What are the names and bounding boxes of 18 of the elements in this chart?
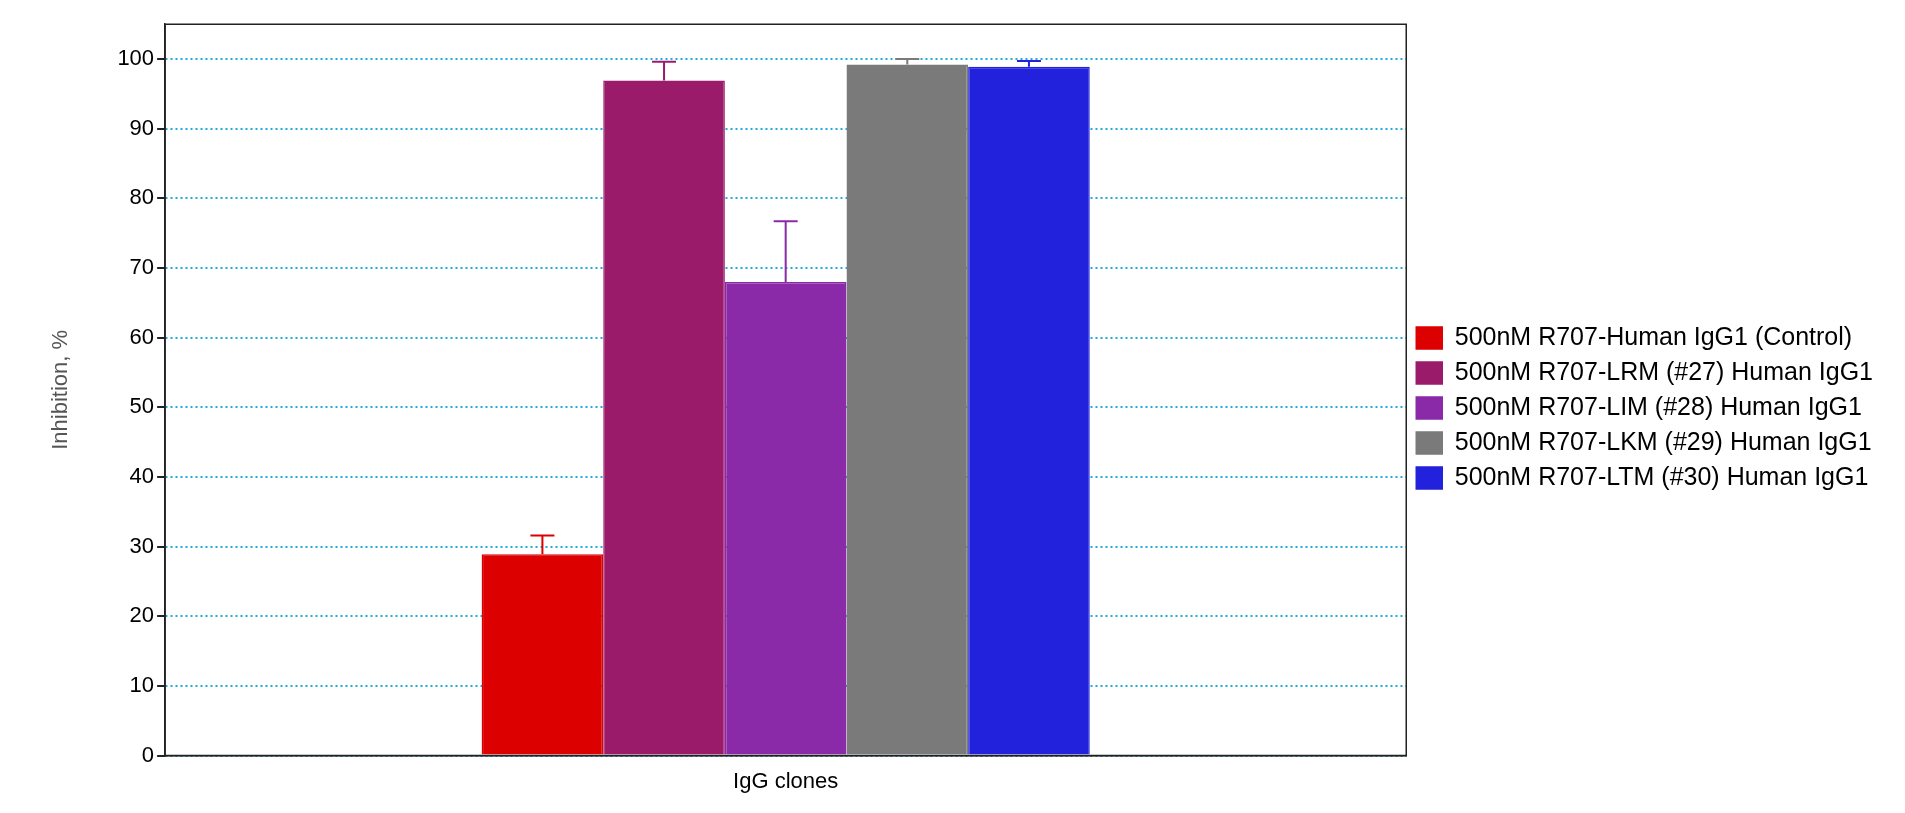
legend-label: 500nM R707-LKM (#29) Human IgG1 <box>1454 426 1872 455</box>
y-tick-label: 60 <box>129 323 155 349</box>
y-tick-label: 90 <box>129 114 155 140</box>
legend-label: 500nM R707-LIM (#28) Human IgG1 <box>1454 391 1862 420</box>
legend-label: 500nM R707-Human IgG1 (Control) <box>1454 321 1853 350</box>
y-tick-label: 10 <box>129 672 155 698</box>
y-tick-label: 20 <box>129 602 155 628</box>
y-tick-label: 80 <box>129 184 155 210</box>
y-tick-label: 40 <box>129 463 155 489</box>
legend-label: 500nM R707-LTM (#30) Human IgG1 <box>1454 461 1869 490</box>
x-tick-label: IgG clones <box>733 767 839 793</box>
legend-label: 500nM R707-LRM (#27) Human IgG1 <box>1454 356 1873 385</box>
y-tick-label: 50 <box>129 393 155 419</box>
y-axis-title: Inhibition, % <box>47 329 73 450</box>
y-tick-label: 100 <box>117 45 155 71</box>
y-tick-label: 0 <box>141 741 155 767</box>
y-tick-label: 70 <box>129 254 155 280</box>
y-tick-label: 30 <box>129 532 155 558</box>
